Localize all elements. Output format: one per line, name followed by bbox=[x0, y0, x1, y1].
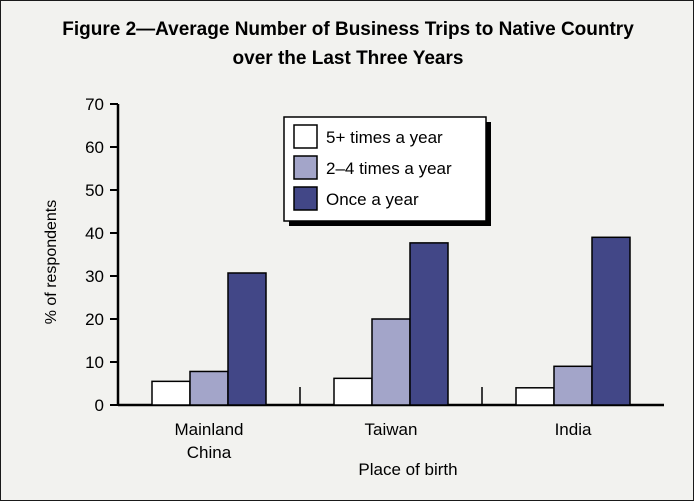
legend-swatch bbox=[293, 186, 318, 211]
legend-swatch bbox=[293, 124, 318, 149]
y-tick-label: 50 bbox=[85, 181, 104, 200]
x-tick-label: India bbox=[555, 420, 592, 439]
y-tick-label: 20 bbox=[85, 310, 104, 329]
bar bbox=[151, 380, 191, 406]
x-axis-label: Place of birth bbox=[358, 460, 457, 479]
legend-label: 5+ times a year bbox=[326, 128, 443, 147]
bars bbox=[151, 236, 631, 406]
y-tick-label: 40 bbox=[85, 224, 104, 243]
bar bbox=[189, 370, 229, 406]
y-tick-label: 60 bbox=[85, 138, 104, 157]
legend-label: 2–4 times a year bbox=[326, 159, 452, 178]
bar bbox=[553, 365, 593, 406]
x-tick-label: Mainland bbox=[175, 420, 244, 439]
x-tick-label: Taiwan bbox=[365, 420, 418, 439]
bar bbox=[409, 242, 449, 406]
y-axis-label: % of respondents bbox=[43, 200, 60, 325]
legend-swatch bbox=[293, 155, 318, 180]
bar bbox=[371, 318, 411, 406]
chart-title-line-2: over the Last Three Years bbox=[232, 48, 464, 69]
legend: 5+ times a year 2–4 times a year Once a ye… bbox=[283, 116, 491, 226]
axis-labels: % of respondents Place of birth bbox=[43, 200, 458, 479]
bar bbox=[515, 387, 555, 406]
x-tick-label: China bbox=[187, 443, 232, 462]
y-tick-label: 0 bbox=[95, 396, 104, 415]
bar bbox=[333, 377, 373, 406]
bar bbox=[591, 236, 631, 406]
y-tick-label: 10 bbox=[85, 353, 104, 372]
y-tick-label: 30 bbox=[85, 267, 104, 286]
chart-title: Figure 2—Average Number of Business Trip… bbox=[1, 15, 694, 73]
legend-label: Once a year bbox=[326, 190, 419, 209]
chart-title-line-1: Figure 2—Average Number of Business Trip… bbox=[62, 19, 634, 40]
bar bbox=[227, 272, 267, 406]
y-tick-label: 70 bbox=[85, 95, 104, 114]
